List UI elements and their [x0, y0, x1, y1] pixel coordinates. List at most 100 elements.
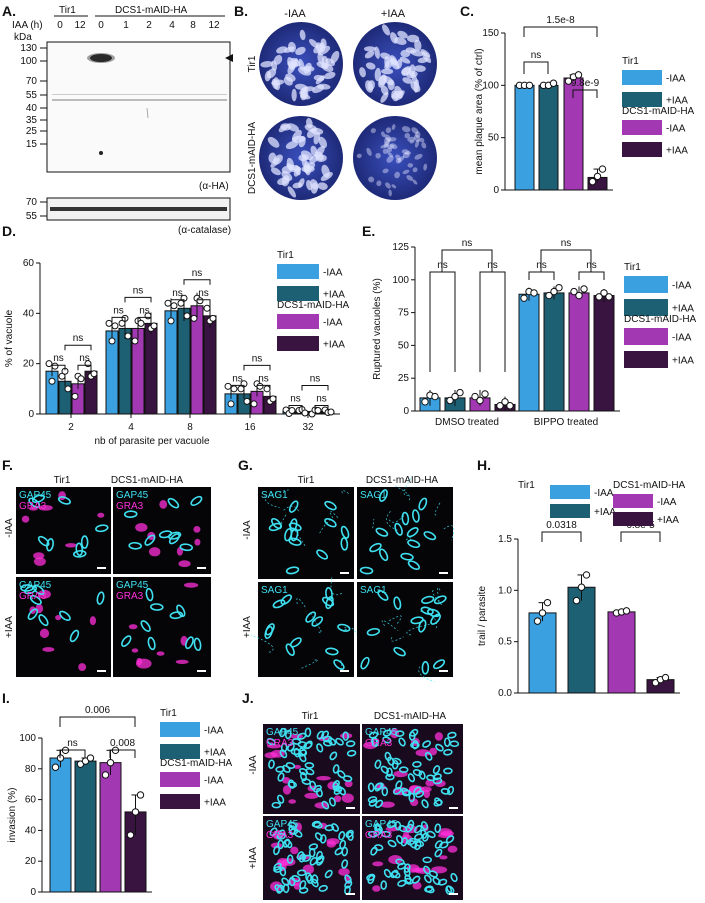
significance-label: ns — [139, 305, 150, 316]
legend-swatch — [160, 722, 200, 737]
parasite — [315, 787, 323, 798]
parasite — [415, 790, 425, 798]
data-point — [550, 287, 558, 296]
y-tick-label: 60 — [23, 258, 35, 269]
scale-bar — [439, 572, 448, 574]
parasite — [279, 749, 288, 759]
significance-bracket — [51, 364, 66, 371]
legend-label: +IAA — [666, 146, 688, 157]
parasite — [329, 751, 338, 761]
row-label: -IAA — [248, 755, 259, 775]
significance-bracket — [479, 271, 506, 372]
legend-group: Tir1 — [160, 708, 177, 719]
parasite — [341, 859, 349, 869]
y-tick-label: 40 — [23, 308, 35, 319]
significance-bracket — [64, 344, 92, 351]
y-tick-label: 50 — [398, 340, 410, 351]
plaque — [380, 144, 389, 149]
y-axis-label: Ruptured vacuoles (%) — [372, 278, 383, 380]
bar — [593, 295, 615, 412]
y-axis-label: mean plaque area (% of ctrl) — [474, 48, 485, 174]
chart-e: 0 25 50 75 100 125 Ruptured vacuoles (%) DMSO t… — [372, 238, 697, 428]
gra3-signal — [136, 657, 143, 666]
trail — [418, 666, 435, 683]
plaque — [412, 167, 418, 173]
bar — [514, 84, 535, 191]
parasite — [443, 737, 451, 748]
legend-swatch — [624, 276, 668, 293]
parasite — [277, 772, 285, 782]
parasite — [423, 531, 437, 541]
scale-bar — [449, 893, 458, 895]
data-point — [570, 287, 578, 296]
parasite — [434, 848, 443, 858]
significance-label: ns — [172, 288, 183, 299]
micrograph-background — [357, 487, 453, 579]
significance-bracket — [196, 299, 211, 305]
data-point — [77, 375, 85, 383]
parasite — [391, 870, 401, 879]
chart-c: 0 50 100 150 mean plaque area (% of ctrl) ns 1… — [474, 15, 695, 196]
plaque — [310, 145, 318, 157]
data-point — [137, 319, 145, 327]
plaque — [304, 124, 318, 133]
data-point — [582, 571, 591, 579]
parasite — [414, 839, 425, 847]
parasite — [271, 801, 282, 809]
data-point — [481, 390, 489, 398]
legend-group: DCS1-mAID-HA — [613, 480, 686, 491]
significance-label: 1.5e-8 — [546, 15, 575, 26]
data-point — [577, 583, 586, 591]
plaque — [325, 58, 336, 67]
data-point — [105, 319, 113, 327]
legend-label: -IAA — [666, 74, 686, 85]
stain-label: GRA3 — [116, 501, 144, 512]
plaque — [308, 38, 319, 48]
bar — [74, 760, 97, 893]
parasite — [282, 883, 290, 894]
parasite — [311, 616, 324, 627]
plaque — [411, 127, 419, 134]
significance-label: ns — [79, 353, 90, 364]
parasite — [385, 773, 395, 781]
y-axis-label: % of vacuole — [4, 309, 15, 367]
plaque — [273, 154, 283, 165]
data-point — [250, 400, 258, 408]
significance-label: 0.008 — [110, 738, 135, 749]
data-point — [64, 385, 72, 393]
parasite — [421, 661, 430, 675]
parasite — [340, 537, 349, 551]
parasite — [386, 767, 393, 778]
data-point — [230, 385, 238, 393]
significance-label: ns — [561, 238, 572, 249]
marker: 70 — [26, 197, 38, 208]
parasite — [287, 742, 295, 752]
legend-swatch — [160, 772, 200, 787]
parasite — [359, 566, 374, 575]
parasite — [27, 608, 39, 621]
parasite — [410, 741, 420, 749]
legend-swatch — [277, 286, 319, 301]
panel-a-western-blot: Tir1 DCS1-mAID-HA IAA (h) kDa 0 12 0 1 2… — [12, 5, 233, 236]
parasite — [443, 748, 453, 756]
parasite — [406, 527, 419, 538]
plaque — [414, 65, 426, 72]
data-point — [101, 771, 110, 779]
gra3-signal — [89, 616, 97, 626]
gra3-signal — [293, 883, 302, 890]
panel-letter-e: E. — [362, 223, 375, 239]
trail — [250, 634, 274, 653]
parasite — [296, 869, 307, 877]
col-label: -IAA — [284, 8, 306, 20]
plaque — [387, 147, 393, 153]
col-label: Tir1 — [302, 711, 319, 722]
plaque — [295, 46, 306, 56]
parasite — [321, 730, 329, 740]
gra3-signal — [193, 525, 201, 533]
legend-group: DCS1-mAID-HA — [622, 106, 695, 117]
data-point — [525, 81, 534, 90]
gra3-signal — [131, 648, 139, 653]
parasite — [280, 594, 293, 605]
gra3-signal — [39, 628, 50, 639]
